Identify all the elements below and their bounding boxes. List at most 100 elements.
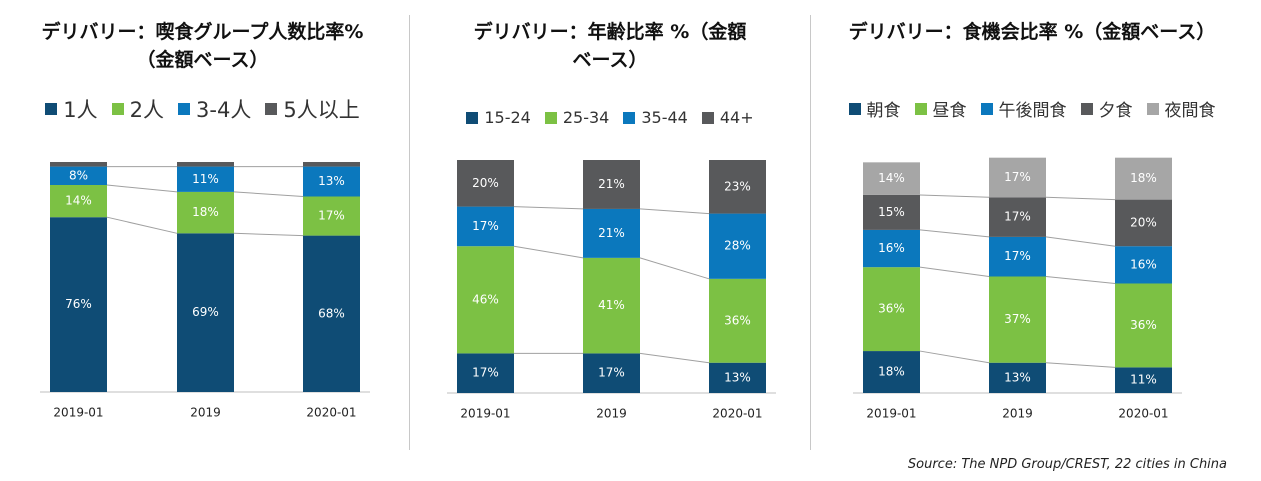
legend: 15-24 25-34 35-44 44+	[415, 108, 805, 127]
connector	[1045, 276, 1116, 284]
value-label: 20%	[472, 176, 499, 190]
x-tick-label: 2019-01	[460, 407, 510, 421]
value-label: 18%	[192, 205, 219, 219]
legend-label: 朝食	[866, 101, 901, 121]
bar-segment	[50, 162, 107, 167]
legend-item: 1人	[45, 94, 98, 124]
legend-item: 44+	[701, 108, 754, 127]
x-tick-label: 2019	[1002, 407, 1033, 421]
connector	[919, 350, 990, 364]
connector	[233, 232, 304, 237]
connector	[639, 257, 710, 280]
legend-swatch	[265, 103, 278, 115]
legend-label: 35-44	[641, 108, 688, 127]
legend-swatch	[701, 111, 714, 124]
legend-swatch	[111, 103, 124, 115]
x-tick-label: 2020-01	[306, 406, 356, 420]
bar-segment	[457, 246, 514, 354]
bar-segment	[1115, 246, 1172, 284]
legend-swatch	[1080, 102, 1093, 115]
value-label: 37%	[1004, 312, 1031, 326]
bar-segment	[303, 196, 360, 236]
value-label: 41%	[598, 298, 625, 312]
value-label: 17%	[598, 366, 625, 380]
bar-segment	[457, 206, 514, 247]
value-label: 14%	[65, 194, 92, 208]
value-label: 17%	[1004, 210, 1031, 224]
legend-item: 夕食	[1080, 96, 1133, 121]
value-label: 21%	[598, 177, 625, 191]
bar-segment	[457, 160, 514, 207]
bar-segment	[989, 157, 1046, 198]
bar-segment	[863, 351, 920, 393]
bar-segment	[50, 166, 107, 185]
bar-segment	[1115, 199, 1172, 247]
value-label: 11%	[192, 172, 219, 186]
legend-item: 3-4人	[178, 94, 251, 124]
value-label: 36%	[878, 302, 905, 316]
legend-item: 25-34	[544, 108, 609, 127]
value-label: 14%	[878, 171, 905, 185]
bar-segment	[709, 278, 766, 363]
bar-segment	[50, 185, 107, 218]
bar-segment	[989, 236, 1046, 277]
bar-segment	[709, 160, 766, 214]
legend-label: 15-24	[484, 108, 531, 127]
connector	[639, 352, 710, 364]
legend-swatch	[623, 111, 636, 124]
legend-item: 午後間食	[980, 96, 1067, 121]
connector	[919, 229, 990, 238]
bar-segment	[1115, 283, 1172, 368]
legend-swatch	[544, 111, 557, 124]
connector	[1045, 236, 1116, 247]
value-label: 23%	[724, 179, 751, 193]
legend: 1人 2人 3-4人 5人以上	[0, 94, 405, 124]
connector	[1045, 196, 1116, 201]
legend-label: 2人	[129, 98, 165, 122]
x-tick-label: 2020-01	[1118, 407, 1168, 421]
value-label: 18%	[878, 365, 905, 379]
value-label: 18%	[1130, 171, 1157, 185]
value-label: 17%	[318, 209, 345, 223]
bar-segment	[177, 162, 234, 167]
legend-item: 15-24	[466, 108, 531, 127]
bar-segment	[303, 162, 360, 167]
connector	[919, 194, 990, 198]
separator	[409, 15, 410, 450]
bar-segment	[863, 229, 920, 268]
bar-segment	[50, 217, 107, 392]
bar-segment	[177, 166, 234, 192]
value-label: 8%	[69, 168, 88, 182]
legend-item: 35-44	[623, 108, 688, 127]
bar-segment	[457, 353, 514, 393]
value-label: 46%	[472, 292, 499, 306]
bar-segment	[989, 362, 1046, 393]
chart-title: デリバリー：喫食グループ人数比率%（金額ベース）	[41, 21, 364, 71]
legend-swatch	[466, 111, 479, 124]
legend-item: 昼食	[914, 96, 967, 121]
connector	[106, 216, 178, 234]
connector	[639, 208, 710, 215]
legend-item: 5人以上	[265, 94, 360, 124]
legend-label: 44+	[719, 108, 754, 127]
legend-swatch	[914, 102, 927, 115]
value-label: 15%	[878, 205, 905, 219]
legend-swatch	[178, 103, 191, 115]
value-label: 17%	[1004, 170, 1031, 184]
legend-swatch	[980, 102, 993, 115]
value-label: 28%	[724, 239, 751, 253]
legend-item: 朝食	[848, 96, 901, 121]
legend-item: 夜間食	[1146, 96, 1216, 121]
value-label: 76%	[65, 297, 92, 311]
value-label: 36%	[724, 313, 751, 327]
bar-segment	[1115, 367, 1172, 393]
bar-segment	[863, 162, 920, 195]
source: Source: The NPD Group/CREST, 22 cities i…	[907, 457, 1227, 472]
connector	[233, 191, 304, 197]
value-label: 36%	[1130, 318, 1157, 332]
value-label: 16%	[1130, 257, 1157, 271]
legend-label: 昼食	[932, 101, 967, 121]
connector	[513, 245, 584, 259]
